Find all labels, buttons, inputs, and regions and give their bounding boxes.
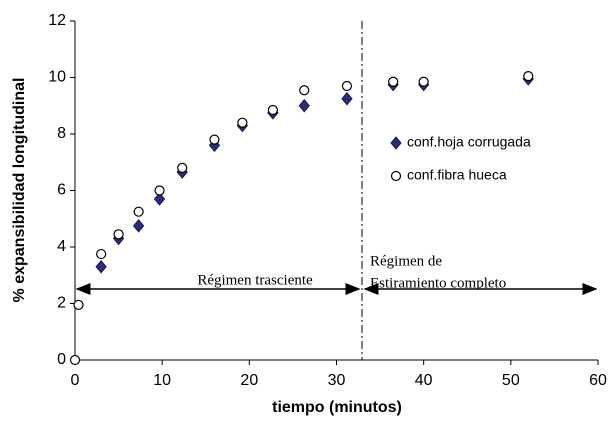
point (96, 248, 107, 260)
y-tick-label: 8 (57, 125, 66, 142)
point (299, 85, 310, 96)
y-tick-label: 2 (57, 295, 66, 312)
legend-marker (390, 136, 402, 150)
annotation: Régimen de (370, 253, 442, 269)
point (341, 91, 353, 106)
y-axis-label: % expansibilidad longitudinal (11, 78, 28, 303)
x-tick-label: 30 (328, 372, 346, 389)
x-tick-label: 40 (415, 372, 433, 389)
annotation: Estiramiento completo (370, 275, 506, 291)
point (154, 185, 165, 196)
point (237, 117, 248, 128)
point (267, 104, 278, 116)
legend-marker (390, 170, 402, 182)
point (133, 206, 144, 217)
y-tick-label: 0 (57, 351, 66, 368)
legend-label: conf.fibra hueca (407, 167, 507, 183)
point (113, 229, 124, 240)
legend-label: conf.hoja corrugada (407, 134, 531, 150)
point (153, 192, 166, 206)
point (73, 299, 84, 311)
point (418, 76, 429, 87)
point (388, 76, 399, 87)
x-tick-label: 20 (240, 372, 258, 389)
y-tick-label: 4 (57, 238, 66, 255)
y-tick-label: 6 (57, 182, 66, 199)
annotation: Régimen trasciente (197, 272, 313, 288)
point (523, 70, 534, 82)
x-tick-label: 60 (589, 372, 607, 389)
point (341, 80, 353, 92)
y-tick-label: 12 (48, 12, 66, 29)
point (209, 134, 220, 145)
point (298, 98, 310, 113)
y-tick-label: 10 (48, 69, 66, 86)
point (69, 354, 81, 366)
point (177, 162, 188, 173)
x-tick-label: 0 (71, 372, 80, 389)
x-tick-label: 50 (502, 372, 520, 389)
point (95, 259, 107, 274)
x-tick-label: 10 (153, 372, 171, 389)
x-axis-label: tiempo (minutos) (272, 399, 402, 416)
point (132, 219, 145, 233)
